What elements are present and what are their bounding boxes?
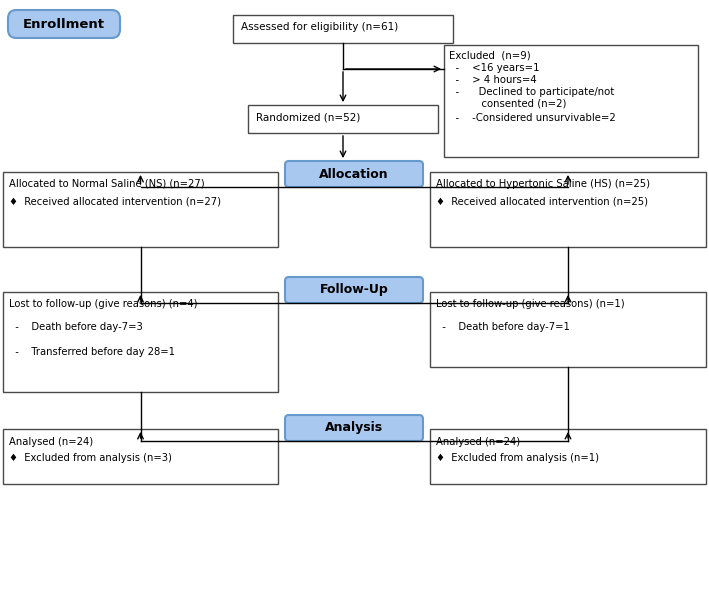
Text: Analysed (n=24): Analysed (n=24): [9, 437, 93, 447]
Text: ♦  Excluded from analysis (n=1): ♦ Excluded from analysis (n=1): [436, 453, 599, 463]
Text: Enrollment: Enrollment: [23, 18, 105, 30]
Text: Randomized (n=52): Randomized (n=52): [256, 112, 360, 122]
Text: Allocated to Normal Saline (NS) (n=27): Allocated to Normal Saline (NS) (n=27): [9, 179, 205, 189]
Text: Allocated to Hypertonic Saline (HS) (n=25): Allocated to Hypertonic Saline (HS) (n=2…: [436, 179, 650, 189]
Bar: [233, 15, 453, 43]
Text: Assessed for eligibility (n=61): Assessed for eligibility (n=61): [241, 22, 398, 32]
Text: Excluded  (n=9): Excluded (n=9): [449, 50, 531, 60]
Text: Lost to follow-up (give reasons) (n=4): Lost to follow-up (give reasons) (n=4): [9, 299, 198, 309]
Text: -    Death before day-7=1: - Death before day-7=1: [436, 322, 570, 332]
Bar: [430, 172, 706, 247]
Text: -    > 4 hours=4: - > 4 hours=4: [449, 75, 537, 85]
Text: Allocation: Allocation: [319, 168, 389, 180]
Text: Lost to follow-up (give reasons) (n=1): Lost to follow-up (give reasons) (n=1): [436, 299, 625, 309]
Bar: [444, 45, 698, 157]
Text: ♦  Received allocated intervention (n=27): ♦ Received allocated intervention (n=27): [9, 197, 221, 207]
Text: -      Declined to participate/not: - Declined to participate/not: [449, 87, 615, 97]
Bar: [3, 172, 278, 247]
FancyBboxPatch shape: [285, 161, 423, 187]
Text: ♦  Excluded from analysis (n=3): ♦ Excluded from analysis (n=3): [9, 453, 172, 463]
Text: Analysed (n=24): Analysed (n=24): [436, 437, 520, 447]
Text: -    <16 years=1: - <16 years=1: [449, 63, 540, 73]
Bar: [430, 429, 706, 484]
Bar: [430, 292, 706, 367]
Text: -    Death before day-7=3: - Death before day-7=3: [9, 322, 143, 332]
Text: -    -Considered unsurvivable=2: - -Considered unsurvivable=2: [449, 113, 615, 123]
FancyBboxPatch shape: [8, 10, 120, 38]
Bar: [3, 429, 278, 484]
Text: -    Transferred before day 28=1: - Transferred before day 28=1: [9, 347, 175, 357]
Bar: [3, 292, 278, 392]
Text: consented (n=2): consented (n=2): [449, 99, 566, 109]
Text: Follow-Up: Follow-Up: [320, 283, 389, 296]
Text: Analysis: Analysis: [325, 421, 383, 435]
Text: ♦  Received allocated intervention (n=25): ♦ Received allocated intervention (n=25): [436, 197, 648, 207]
FancyBboxPatch shape: [285, 415, 423, 441]
Bar: [248, 105, 438, 133]
FancyBboxPatch shape: [285, 277, 423, 303]
